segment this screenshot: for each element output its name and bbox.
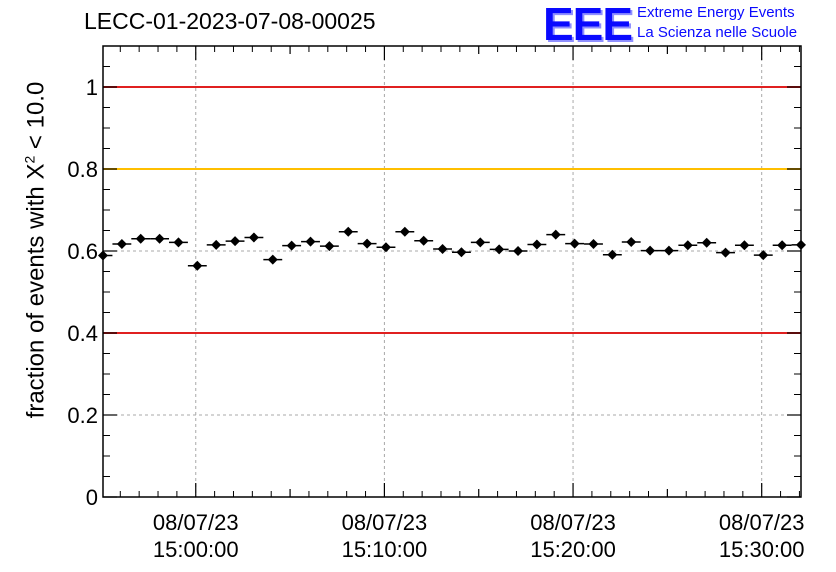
data-point: [550, 229, 561, 240]
x-tick-label: 15:00:00: [153, 537, 239, 562]
data-point: [135, 233, 146, 244]
data-point: [267, 254, 278, 265]
tick-labels: 00.20.40.60.8108/07/2315:00:0008/07/2315…: [67, 75, 804, 562]
data-point: [720, 247, 731, 258]
x-tick-label: 08/07/23: [342, 510, 428, 535]
y-axis-label: fraction of events with X2 < 10.0: [22, 82, 51, 419]
data-point: [758, 250, 769, 261]
y-tick-label: 0.2: [67, 403, 98, 428]
y-axis-label-suffix: < 10.0: [22, 81, 50, 156]
x-tick-label: 15:20:00: [530, 537, 616, 562]
data-point: [305, 236, 316, 247]
data-point: [116, 239, 127, 250]
logo-text-line1: Extreme Energy Events: [637, 4, 795, 21]
data-point: [192, 260, 203, 271]
data-point: [645, 245, 656, 256]
data-point: [475, 237, 486, 248]
x-tick-label: 08/07/23: [530, 510, 616, 535]
x-tick-label: 15:10:00: [342, 537, 428, 562]
run-title: LECC-01-2023-07-08-00025: [84, 8, 376, 34]
y-tick-label: 0.4: [67, 321, 98, 346]
y-tick-label: 1: [86, 75, 98, 100]
data-point: [607, 249, 618, 260]
data-point: [154, 233, 165, 244]
data-point: [513, 246, 524, 256]
data-point: [437, 243, 448, 254]
y-axis-label-prefix: fraction of events with X: [22, 163, 50, 419]
y-tick-label: 0: [86, 485, 98, 510]
logo-text-line2: La Scienza nelle Scuole: [637, 24, 798, 41]
data-point: [230, 236, 241, 247]
data-point: [569, 238, 580, 249]
data-point: [531, 239, 542, 250]
x-tick-label: 08/07/23: [153, 510, 239, 535]
data-point: [418, 235, 429, 246]
y-axis-label-superscript: 2: [21, 155, 38, 164]
plot-frame: [102, 45, 802, 498]
data-point: [248, 232, 259, 243]
eee-logo: EEE: [543, 0, 633, 50]
data-point: [494, 244, 505, 255]
x-tick-label: 08/07/23: [719, 510, 805, 535]
data-point: [682, 240, 693, 251]
data-point: [286, 240, 297, 251]
data-point: [211, 239, 222, 250]
data-point: [324, 241, 335, 252]
data-point: [456, 247, 467, 258]
data-point: [588, 239, 599, 250]
data-point: [739, 240, 750, 251]
y-tick-label: 0.6: [67, 239, 98, 264]
grid-lines: [103, 46, 801, 497]
data-point: [173, 237, 184, 248]
data-point: [663, 245, 674, 256]
x-tick-label: 15:30:00: [719, 537, 805, 562]
data-point: [399, 226, 410, 237]
data-point: [380, 242, 391, 253]
data-point: [701, 237, 712, 248]
data-points: [98, 226, 806, 271]
data-point: [343, 226, 354, 237]
axis-ticks: [103, 46, 801, 498]
data-point: [626, 236, 637, 247]
y-tick-label: 0.8: [67, 157, 98, 182]
data-point: [362, 238, 373, 249]
reference-lines: [103, 86, 801, 334]
data-point: [777, 240, 788, 251]
